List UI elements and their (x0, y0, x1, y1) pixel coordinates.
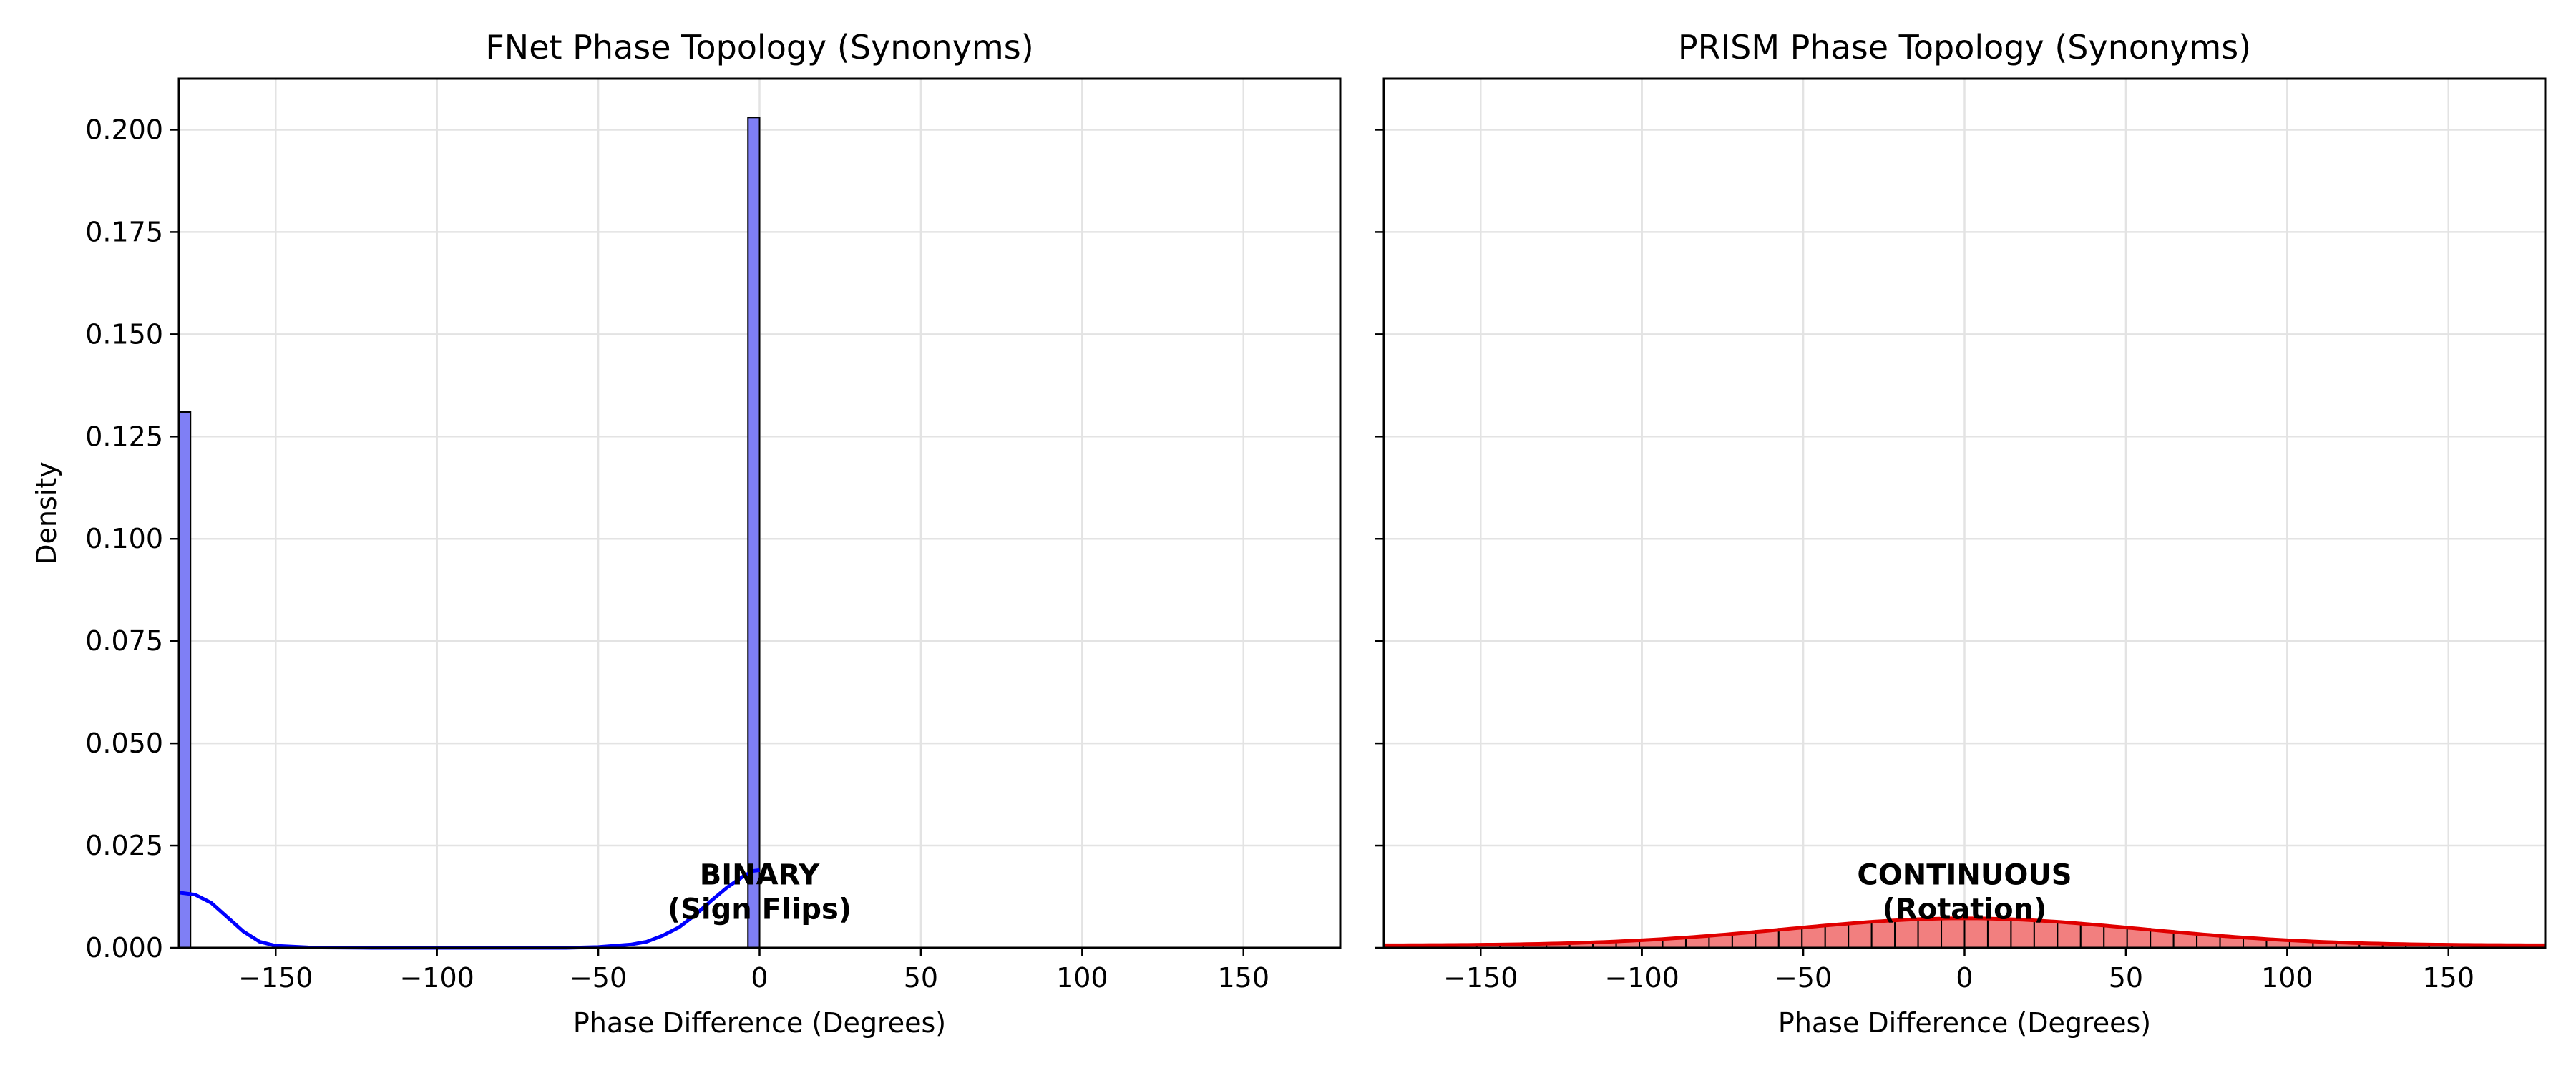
y-tick-label: 0.150 (85, 318, 163, 350)
x-tick-label: 0 (751, 962, 768, 994)
chart-title: FNet Phase Topology (Synonyms) (485, 28, 1033, 67)
x-axis-label: Phase Difference (Degrees) (1778, 1007, 2151, 1039)
x-tick-label: 0 (1956, 962, 1973, 994)
chart-title: PRISM Phase Topology (Synonyms) (1678, 28, 2251, 67)
x-tick-label: −150 (238, 962, 313, 994)
annotation-line: (Rotation) (1883, 893, 2047, 926)
y-tick-label: 0.100 (85, 523, 163, 554)
y-tick-label: 0.025 (85, 830, 163, 861)
kde-line (1383, 916, 2546, 947)
y-tick-label: 0.000 (85, 932, 163, 964)
histogram-bar (747, 117, 761, 949)
x-tick-label: 100 (2261, 962, 2313, 994)
histogram-bar (1824, 923, 1850, 949)
histogram-bar (1848, 921, 1873, 949)
annotation-line: BINARY (700, 858, 820, 891)
annotation: CONTINUOUS (Rotation) (1857, 858, 2072, 926)
histogram-bar (2126, 928, 2152, 949)
panel-prism: −150 −100 −50 0 50 100 150 PRISM Phase Topology… (1375, 28, 2547, 1039)
annotation: BINARY (Sign Flips) (668, 858, 852, 926)
histogram-bar (2103, 926, 2128, 949)
y-tick-label: 0.050 (85, 727, 163, 759)
x-axis-label: Phase Difference (Degrees) (573, 1007, 946, 1039)
y-tick-label: 0.125 (85, 421, 163, 452)
x-tick-label: 50 (904, 962, 938, 994)
y-tick-label: 0.200 (85, 114, 163, 145)
x-tick-label: 50 (2109, 962, 2143, 994)
histogram-bar (178, 411, 192, 949)
histogram-bar (1941, 917, 1966, 949)
x-tick-label: −50 (570, 962, 627, 994)
y-axis-label: Density (31, 461, 62, 564)
y-tick-label: 0.075 (85, 625, 163, 657)
y-tick-label: 0.175 (85, 216, 163, 248)
histogram-bar (1755, 930, 1780, 949)
histogram-bar (1777, 928, 1803, 949)
histogram-bar (1801, 926, 1826, 949)
x-tick-label: −150 (1443, 962, 1518, 994)
annotation-line: CONTINUOUS (1857, 858, 2072, 891)
x-tick-label: 150 (1217, 962, 1269, 994)
x-tick-label: 100 (1056, 962, 1108, 994)
x-tick-label: −100 (399, 962, 474, 994)
histogram-bar (2057, 921, 2082, 949)
annotation-line: (Sign Flips) (668, 893, 852, 926)
panel-fnet: −150 −100 −50 0 50 100 150 0.000 0.025 0.050 0.075… (31, 28, 1342, 1039)
histogram-bar (2150, 930, 2175, 949)
x-tick-label: −100 (1604, 962, 1679, 994)
histogram-bar (2079, 923, 2105, 949)
x-tick-label: 150 (2422, 962, 2474, 994)
x-tick-label: −50 (1775, 962, 1832, 994)
